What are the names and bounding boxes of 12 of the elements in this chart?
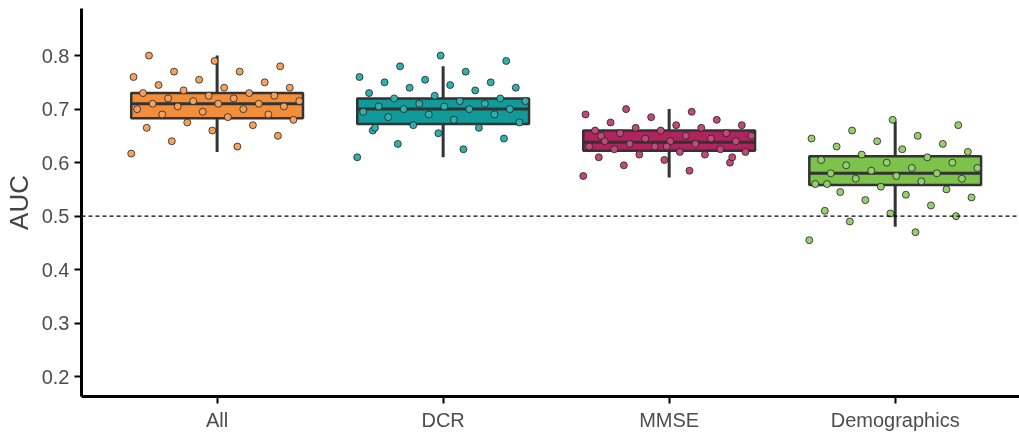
y-axis-title: AUC bbox=[3, 175, 34, 230]
x-tick-label: DCR bbox=[421, 408, 465, 431]
x-tick-label: MMSE bbox=[639, 408, 700, 431]
y-tick-label: 0.6 bbox=[41, 151, 70, 174]
y-tick-label: 0.7 bbox=[41, 98, 70, 121]
y-tick-label: 0.4 bbox=[41, 258, 70, 281]
x-tick-label: Demographics bbox=[830, 408, 960, 431]
y-tick-label: 0.8 bbox=[41, 44, 70, 67]
x-tick-label: All bbox=[206, 408, 229, 431]
y-tick-label: 0.2 bbox=[41, 365, 70, 388]
y-tick-label: 0.5 bbox=[41, 205, 70, 228]
y-tick-label: 0.3 bbox=[41, 312, 70, 335]
